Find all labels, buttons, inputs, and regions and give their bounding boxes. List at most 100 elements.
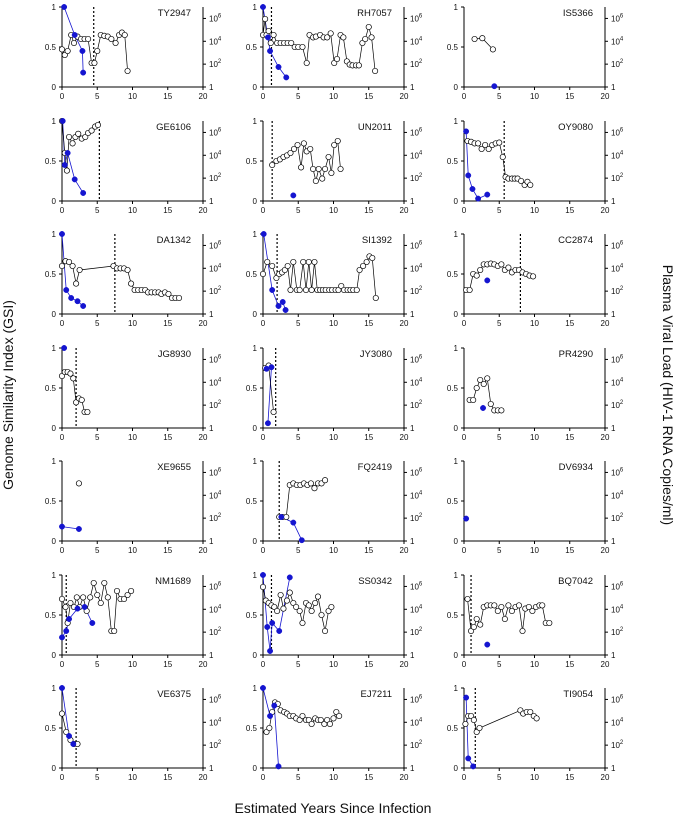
gsi-point (527, 181, 534, 189)
gsi-point (284, 262, 291, 270)
y-tick-label-left: 0.5 (246, 611, 258, 620)
viral-load-point (63, 287, 70, 293)
y-tick-label-left: 0 (253, 764, 258, 773)
x-tick-label: 0 (60, 206, 65, 215)
x-tick-label: 5 (95, 433, 100, 442)
x-tick-label: 0 (261, 546, 266, 555)
gsi-point (303, 59, 310, 67)
viral-load-point (484, 641, 491, 648)
y-tick-label-left: 0 (454, 764, 459, 773)
panel-is5366: 0 5 10 15 20 0 0.5 1 1 102 104 106 IS5366 (447, 3, 624, 101)
gsi-point (290, 258, 297, 266)
y-tick-label-right: 106 (209, 240, 222, 250)
y-tick-label-left: 0 (52, 537, 57, 546)
x-tick-label: 10 (128, 773, 137, 782)
gsi-point (58, 595, 66, 603)
panel-oy9080: 0 5 10 15 20 0 0.5 1 1 102 104 106 OY9080 (447, 117, 624, 215)
gsi-point (315, 165, 322, 173)
gsi-point (337, 165, 344, 173)
gsi-point (518, 177, 525, 185)
gsi-point (270, 408, 277, 416)
gsi-point (470, 716, 477, 724)
x-tick-label: 0 (462, 206, 467, 215)
y-tick-label-right: 1 (410, 764, 415, 773)
x-tick-label: 0 (261, 773, 266, 782)
panel-jy3080: 0 5 10 15 20 0 0.5 1 1 102 104 106 JY3080 (246, 344, 423, 442)
viral-load-point (59, 634, 65, 641)
gsi-point (298, 164, 305, 171)
y-tick-label-right: 106 (410, 240, 423, 250)
gsi-point (505, 264, 512, 271)
x-tick-label: 0 (462, 546, 467, 555)
x-tick-label: 5 (95, 206, 100, 215)
panel-title: CC2874 (558, 235, 593, 246)
y-tick-label-left: 0 (253, 651, 258, 660)
gsi-point (499, 153, 506, 161)
x-tick-label: 10 (128, 433, 137, 442)
viral-load-point (66, 616, 73, 622)
y-tick-label-left: 1 (454, 571, 459, 580)
gsi-point (475, 140, 482, 147)
gsi-point (165, 290, 172, 298)
x-tick-label: 10 (128, 319, 137, 328)
x-tick-label: 10 (530, 92, 539, 101)
y-tick-label-left: 1 (52, 3, 57, 12)
panel-title: VE6375 (157, 689, 191, 700)
gsi-point (336, 712, 343, 720)
x-tick-label: 5 (497, 773, 502, 782)
gsi-point (307, 480, 314, 487)
panel-title: NM1689 (155, 576, 191, 587)
y-tick-label-right: 104 (410, 36, 423, 46)
x-tick-label: 15 (163, 206, 172, 215)
viral-load-point (70, 741, 77, 747)
viral-load-point (264, 420, 271, 427)
gsi-point (473, 615, 480, 623)
y-tick-label-left: 1 (253, 3, 258, 12)
x-tick-label: 20 (400, 206, 409, 215)
x-tick-label: 15 (163, 319, 172, 328)
gsi-point (269, 161, 276, 169)
gsi-point (270, 31, 277, 39)
x-tick-label: 5 (296, 319, 301, 328)
gsi-point (75, 130, 82, 137)
x-tick-label: 20 (601, 773, 610, 782)
gsi-point (66, 258, 73, 266)
y-tick-label-left: 0.5 (246, 43, 258, 52)
y-tick-label-right: 102 (611, 513, 624, 523)
panel-ve6375: 0 5 10 15 20 0 0.5 1 1 102 104 106 VE6375 (45, 684, 222, 782)
x-tick-label: 5 (95, 319, 100, 328)
viral-load-point (74, 298, 81, 305)
viral-load-point (484, 191, 491, 198)
gsi-point (94, 591, 101, 599)
gsi-point (476, 724, 483, 732)
viral-load-point (71, 176, 78, 183)
x-tick-label: 15 (565, 773, 574, 782)
gsi-point (73, 280, 80, 287)
x-tick-label: 5 (95, 92, 100, 101)
panel-title: GE6106 (156, 122, 191, 133)
viral-load-point (64, 150, 71, 156)
gsi-point (489, 46, 496, 53)
y-tick-label-right: 1 (410, 424, 415, 433)
y-tick-label-right: 102 (410, 740, 423, 750)
y-tick-label-left: 0 (52, 651, 57, 660)
y-tick-label-right: 106 (611, 13, 624, 23)
y-tick-label-left: 1 (52, 230, 57, 239)
y-tick-label-left: 0.5 (45, 270, 57, 279)
gsi-point (360, 262, 367, 270)
panel-fq2419: 0 5 10 15 20 0 0.5 1 1 102 104 106 FQ2419 (246, 457, 423, 555)
y-tick-label-right: 106 (611, 240, 624, 250)
gsi-point (128, 587, 135, 595)
y-tick-label-right: 1 (410, 651, 415, 660)
x-tick-label: 15 (565, 546, 574, 555)
y-tick-label-right: 104 (209, 717, 222, 727)
gsi-point (324, 34, 331, 41)
y-tick-label-right: 106 (410, 13, 423, 23)
gsi-point (368, 34, 375, 41)
x-tick-label: 20 (199, 206, 208, 215)
gsi-point (305, 602, 312, 609)
gsi-point (70, 375, 77, 382)
y-tick-label-right: 106 (410, 694, 423, 704)
gsi-point (498, 261, 505, 268)
y-tick-label-right: 1 (209, 424, 214, 433)
